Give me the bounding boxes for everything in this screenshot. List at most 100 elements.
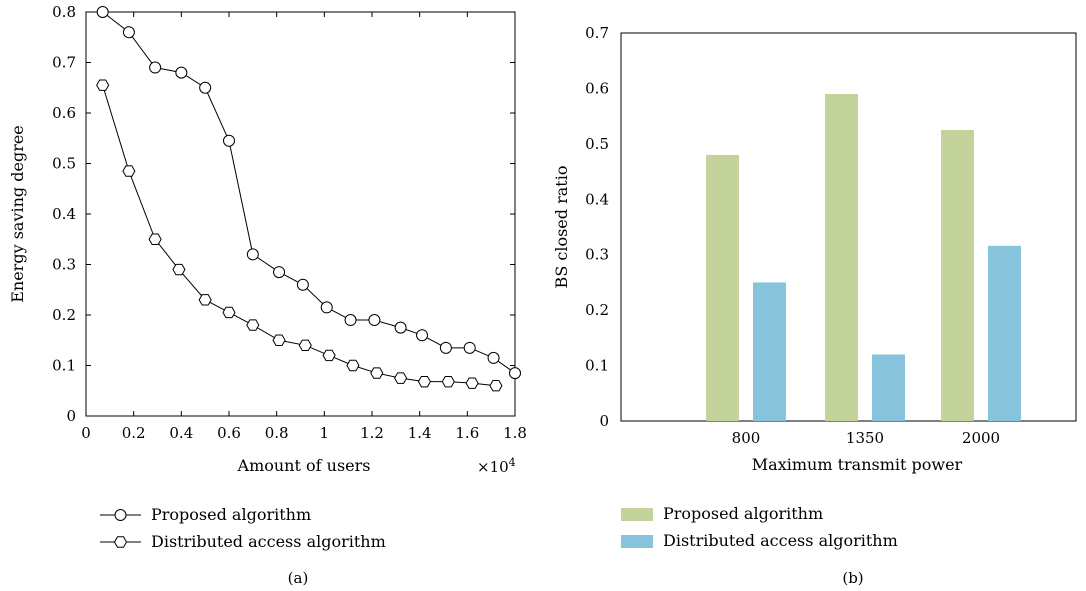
bar-chart-y-ticks: 0 0.1 0.2 0.3 0.4 0.5 0.6 0.7	[585, 24, 609, 430]
x-tick-label: 0.4	[169, 424, 193, 442]
data-point-hexagon	[246, 319, 260, 331]
series-line	[102, 85, 496, 387]
y-tick-label: 0	[599, 412, 609, 430]
data-point-circle	[394, 321, 407, 334]
x-tick-label: 2000	[962, 429, 1000, 447]
y-tick-label: 0.4	[52, 205, 76, 223]
series-proposed	[96, 6, 521, 380]
y-tick-label: 0.2	[52, 306, 76, 324]
data-point-circle	[114, 509, 127, 521]
line-chart-y-axis-label: Energy saving degree	[8, 125, 27, 303]
legend-label: Distributed access algorithm	[151, 532, 386, 551]
series-line	[102, 11, 516, 374]
data-point-hexagon	[222, 306, 236, 319]
data-point-circle	[439, 341, 452, 354]
data-point-hexagon	[148, 233, 162, 245]
y-tick-label: 0.7	[585, 24, 609, 42]
bar-proposed-2000	[941, 130, 974, 421]
data-point-circle	[149, 61, 162, 74]
x-tick-label: 1350	[846, 429, 884, 447]
data-point-circle	[509, 367, 521, 380]
data-point-hexagon	[272, 334, 286, 346]
y-tick-label: 0.6	[52, 104, 76, 122]
x-tick-label: 0.8	[265, 424, 289, 442]
y-tick-label: 0.3	[52, 256, 76, 274]
bar-chart-panel: 0 0.1 0.2 0.3 0.4 0.5 0.6 0.7 800 1350 2000 Maxim…	[552, 24, 1077, 587]
x-tick-label: 0.6	[217, 424, 241, 442]
data-point-hexagon	[298, 339, 312, 351]
panel-label-b: (b)	[842, 569, 863, 587]
legend-item: Distributed access algorithm	[621, 531, 898, 550]
data-point-hexagon	[489, 380, 503, 392]
bar-proposed-1350	[825, 93, 858, 421]
data-point-hexagon	[417, 375, 432, 388]
data-point-hexagon	[346, 359, 360, 372]
bar-chart-legend: Proposed algorithm Distributed access alg…	[621, 504, 898, 550]
legend-item: Proposed algorithm	[621, 504, 823, 523]
data-point-circle	[368, 314, 381, 327]
legend-item: Distributed access algorithm	[100, 532, 386, 551]
line-chart-legend: Proposed algorithm Distributed access alg…	[100, 505, 386, 551]
data-point-circle	[223, 134, 235, 147]
line-chart-y-ticks: 0 0.1 0.2 0.3 0.4 0.5 0.6 0.7 0.8	[52, 3, 515, 425]
data-point-circle	[246, 248, 259, 261]
y-tick-label: 0.3	[585, 246, 609, 264]
data-point-hexagon	[370, 367, 384, 379]
y-tick-label: 0.1	[585, 357, 609, 375]
data-point-circle	[416, 329, 429, 342]
data-point-hexagon	[441, 375, 455, 388]
data-point-circle	[273, 266, 286, 279]
y-tick-label: 0.4	[585, 190, 609, 208]
bar-chart-x-ticks: 800 1350 2000	[732, 429, 1000, 447]
data-point-circle	[296, 278, 309, 291]
legend-swatch	[621, 535, 653, 548]
x-axis-multiplier-base: ×10	[477, 458, 509, 476]
data-point-circle	[463, 341, 476, 354]
x-tick-label: 0.2	[122, 424, 146, 442]
legend-swatch	[621, 508, 653, 521]
bar-chart-bars	[706, 93, 1021, 421]
y-tick-label: 0.5	[52, 155, 76, 173]
legend-label: Proposed algorithm	[151, 505, 311, 524]
series-distributed	[96, 79, 503, 392]
legend-label: Distributed access algorithm	[663, 531, 898, 550]
bar-chart-x-axis-label: Maximum transmit power	[752, 455, 963, 474]
data-point-hexagon	[96, 79, 110, 91]
y-tick-label: 0.7	[52, 54, 76, 72]
data-point-circle	[199, 81, 212, 94]
y-tick-label: 0.2	[585, 301, 609, 319]
x-tick-label: 1.4	[408, 424, 432, 442]
line-chart-x-axis-label: Amount of users	[237, 456, 371, 475]
data-point-hexagon	[198, 294, 212, 306]
bar-distributed-1350	[872, 354, 905, 421]
panel-label-a: (a)	[288, 569, 309, 587]
x-tick-label: 1	[320, 424, 330, 442]
x-tick-label: 800	[732, 429, 761, 447]
data-point-hexagon	[465, 377, 479, 389]
line-chart-plot-area	[85, 11, 516, 417]
x-tick-label: 1.2	[360, 424, 384, 442]
line-chart-panel: 0 0.1 0.2 0.3 0.4 0.5 0.6 0.7 0.8 0 0.2 0.4 0.6 0.8 1…	[8, 3, 527, 587]
y-tick-label: 0.8	[52, 3, 76, 21]
line-chart-series	[96, 6, 521, 392]
legend-label: Proposed algorithm	[663, 504, 823, 523]
y-tick-label: 0.6	[585, 79, 609, 97]
data-point-circle	[122, 26, 135, 39]
bar-distributed-2000	[988, 245, 1021, 421]
y-tick-label: 0.1	[52, 357, 76, 375]
x-axis-multiplier-exponent: 4	[509, 456, 516, 469]
data-point-circle	[344, 314, 357, 327]
data-point-circle	[487, 351, 500, 364]
data-point-hexagon	[322, 349, 336, 362]
data-point-hexagon	[394, 372, 408, 384]
data-point-circle	[96, 6, 109, 18]
data-point-hexagon	[113, 536, 128, 548]
data-point-circle	[320, 301, 333, 314]
data-point-hexagon	[172, 263, 186, 276]
bar-distributed-800	[753, 282, 786, 421]
legend-item: Proposed algorithm	[100, 505, 311, 524]
bar-chart-y-axis-label: BS closed ratio	[552, 166, 571, 289]
bar-proposed-800	[706, 154, 739, 421]
line-chart-x-ticks: 0 0.2 0.4 0.6 0.8 1 1.2 1.4 1.6 1.8	[81, 12, 527, 442]
